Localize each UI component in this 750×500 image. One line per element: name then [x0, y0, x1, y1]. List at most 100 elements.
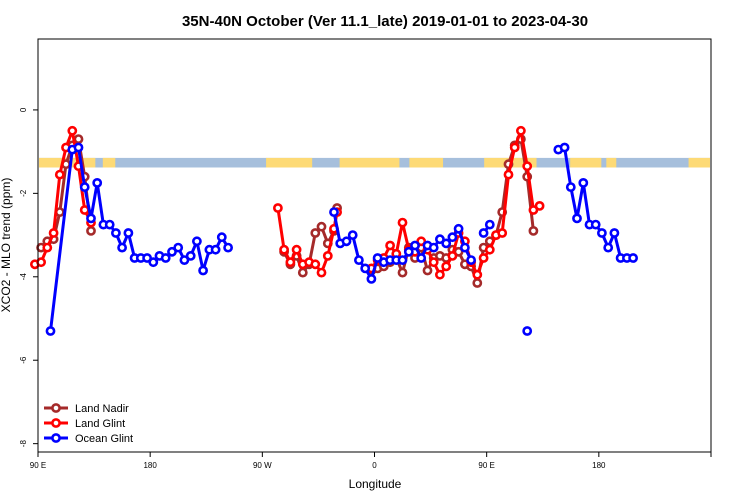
data-point-land-nadir: [422, 265, 433, 276]
data-point-ocean-glint: [347, 230, 358, 240]
data-point-ocean-glint: [117, 242, 127, 253]
legend-swatch-marker: [51, 403, 61, 413]
x-axis-label: Longitude: [349, 477, 402, 491]
data-point-ocean-glint: [92, 177, 103, 188]
data-point-ocean-glint: [522, 326, 533, 336]
data-point-land-glint: [385, 240, 395, 251]
plot-area: [30, 38, 712, 453]
data-point-land-glint: [509, 142, 520, 153]
data-point-land-glint: [472, 269, 483, 280]
land-strip-segment: [688, 157, 710, 168]
data-point-land-glint: [48, 228, 59, 238]
data-point-land-glint: [534, 200, 545, 211]
data-point-ocean-glint: [173, 242, 184, 253]
data-point-ocean-glint: [142, 253, 152, 263]
y-tick-label: -8: [19, 440, 28, 448]
data-point-ocean-glint: [111, 228, 121, 238]
x-tick-label: 180: [592, 461, 606, 470]
y-tick-label: 0: [19, 107, 28, 112]
data-point-ocean-glint: [210, 244, 221, 255]
data-point-land-glint: [54, 169, 65, 180]
legend-swatch-marker: [51, 433, 61, 443]
data-point-land-glint: [316, 267, 327, 278]
data-point-land-glint: [279, 244, 289, 255]
data-point-land-glint: [416, 236, 427, 247]
data-point-ocean-glint: [79, 182, 90, 192]
data-point-land-nadir: [73, 134, 84, 144]
data-point-land-glint: [428, 257, 439, 268]
data-point-land-glint: [522, 161, 533, 172]
data-point-land-glint: [79, 205, 90, 215]
land-strip-segment: [339, 157, 400, 168]
data-point-land-glint: [447, 250, 458, 261]
data-point-ocean-glint: [578, 177, 589, 188]
y-axis-label: XCO2 - MLO trend (ppm): [0, 178, 13, 313]
data-point-ocean-glint: [366, 273, 377, 284]
legend-label: Ocean Glint: [75, 433, 133, 445]
data-point-ocean-glint: [459, 242, 470, 253]
series-land-glint: [30, 125, 545, 280]
data-point-ocean-glint: [565, 182, 576, 192]
y-tick-label: -2: [19, 189, 28, 197]
data-point-land-glint: [497, 228, 508, 238]
data-point-land-glint: [67, 125, 78, 136]
data-point-ocean-glint: [572, 213, 582, 224]
data-point-ocean-glint: [167, 246, 177, 257]
x-tick-label: 90 E: [478, 461, 494, 470]
data-point-land-glint: [397, 217, 408, 228]
data-point-land-glint: [291, 244, 302, 255]
data-point-land-nadir: [397, 267, 408, 278]
data-point-land-nadir: [528, 225, 539, 236]
data-point-land-glint: [36, 257, 46, 268]
legend-swatch-marker: [51, 418, 61, 428]
data-point-ocean-glint: [590, 219, 601, 230]
data-point-ocean-glint: [484, 219, 495, 230]
surface-type-strip: [39, 157, 710, 168]
data-point-ocean-glint: [179, 255, 190, 265]
data-point-land-nadir: [472, 278, 483, 288]
data-point-ocean-glint: [410, 240, 420, 251]
data-point-ocean-glint: [416, 253, 427, 263]
data-point-ocean-glint: [360, 263, 371, 274]
data-point-ocean-glint: [216, 232, 227, 243]
data-point-ocean-glint: [434, 234, 445, 245]
data-point-ocean-glint: [86, 213, 96, 224]
data-point-ocean-glint: [329, 207, 339, 217]
legend-item-land-glint: Land Glint: [44, 418, 125, 430]
land-strip-segment: [102, 157, 116, 168]
data-point-land-nadir: [310, 228, 321, 238]
data-point-ocean-glint: [559, 142, 570, 153]
legend-item-land-nadir: Land Nadir: [44, 403, 129, 415]
data-point-land-glint: [310, 259, 321, 270]
y-axis: 0 -2 -4 -6 -8: [19, 107, 38, 447]
data-point-land-glint: [484, 244, 495, 255]
data-point-ocean-glint: [403, 246, 414, 257]
data-point-ocean-glint: [191, 236, 202, 247]
data-point-land-glint: [42, 242, 53, 253]
data-point-ocean-glint: [428, 242, 439, 253]
data-point-land-glint: [322, 250, 333, 261]
data-point-ocean-glint: [123, 228, 134, 238]
legend-label: Land Nadir: [75, 403, 129, 415]
data-point-ocean-glint: [597, 228, 607, 238]
series-layer: [30, 125, 638, 336]
data-point-land-nadir: [297, 267, 308, 278]
data-point-ocean-glint: [372, 253, 383, 263]
data-point-land-glint: [272, 203, 283, 213]
x-tick-label: 180: [143, 461, 157, 470]
x-tick-label: 90 W: [253, 461, 272, 470]
land-strip-segment: [570, 157, 602, 168]
data-point-ocean-glint: [185, 250, 196, 261]
data-point-ocean-glint: [453, 223, 464, 234]
legend: Land Nadir Land Glint Ocean Glint: [44, 403, 133, 445]
data-point-land-glint: [503, 169, 514, 180]
data-point-ocean-glint: [609, 228, 620, 238]
x-axis: 90 E 180 90 W 0 90 E 180: [30, 452, 712, 470]
data-point-ocean-glint: [160, 253, 171, 263]
data-point-ocean-glint: [148, 257, 159, 268]
data-point-land-glint: [516, 125, 526, 136]
chart-title: 35N-40N October (Ver 11.1_late) 2019-01-…: [182, 13, 588, 30]
legend-item-ocean-glint: Ocean Glint: [44, 433, 133, 445]
y-tick-label: -4: [19, 273, 28, 281]
